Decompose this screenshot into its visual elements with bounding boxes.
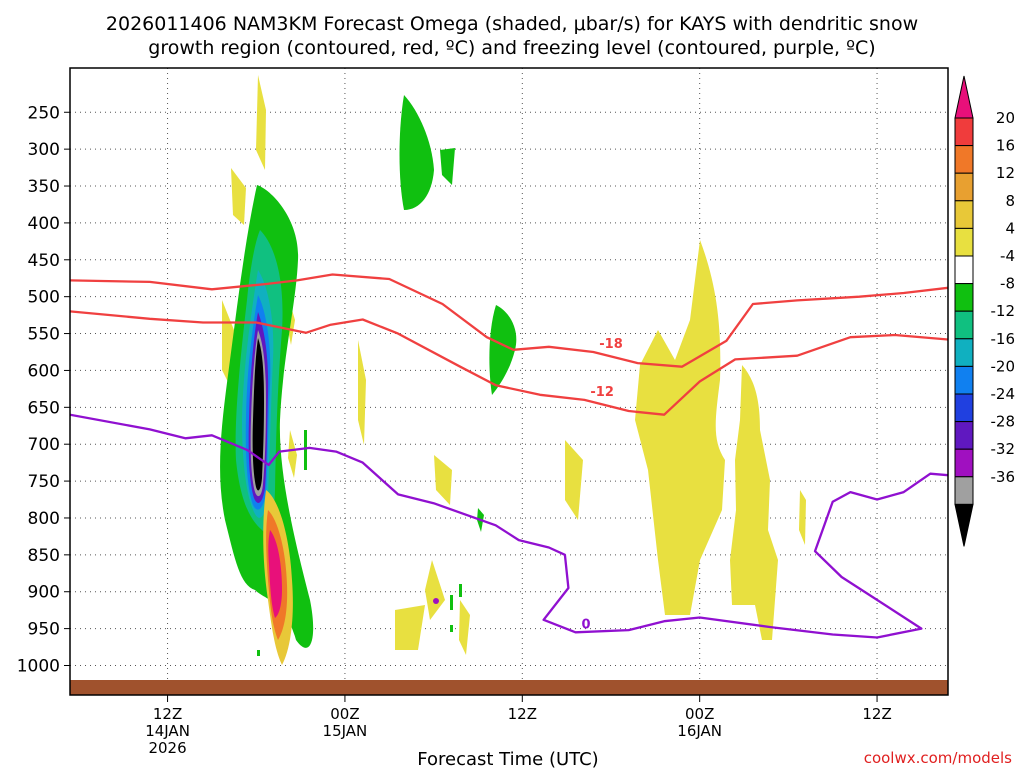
colorbar-label: -4 [1000,247,1015,265]
colorbar-swatch [954,476,974,505]
y-tick-label: 800 [28,509,60,529]
colorbar-swatch [954,145,974,174]
omega-blob [395,605,425,650]
colorbar-swatch [954,117,974,147]
colorbar-swatch [954,255,974,285]
colorbar-swatch [954,227,974,257]
y-tick-label: 600 [28,361,60,381]
colorbar-label: -36 [991,468,1016,486]
omega-dot [257,650,260,656]
y-tick-label: 650 [28,398,60,418]
watermark: coolwx.com/models [864,749,1012,767]
omega-blob [425,560,445,620]
chart-title-line2: growth region (contoured, red, ºC) and f… [148,37,875,59]
y-tick-label: 400 [28,214,60,234]
omega-blob [730,365,778,640]
colorbar-swatch [954,448,974,478]
y-tick-label: 300 [28,140,60,160]
y-tick-label: 900 [28,583,60,603]
omega-blob [459,600,470,655]
omega-dot [433,598,439,604]
contour-1 [70,273,948,368]
x-tick-label: 14JAN [145,722,190,740]
omega-blob [358,340,366,445]
colorbar-label: -32 [991,440,1016,458]
contour-label: 0 [582,617,591,632]
x-tick-label: 00Z [685,705,714,723]
omega-blob [256,75,266,170]
y-tick-label: 850 [28,546,60,566]
y-tick-label: 1000 [17,656,60,676]
colorbar-swatch [954,393,974,423]
omega-blob-green [399,95,434,210]
colorbar-label: 12 [996,164,1015,182]
y-tick-label: 700 [28,435,60,455]
colorbar-label: -28 [991,413,1016,431]
colorbar-label: -20 [991,357,1016,375]
colorbar-label: 8 [1005,192,1015,210]
colorbar-label: 20 [996,109,1015,127]
colorbar-bottom-arrow [954,503,974,547]
x-tick-label: 2026 [148,739,186,757]
omega-blob-magenta [268,530,282,618]
omega-blob [799,490,806,545]
colorbar-swatch [954,310,974,340]
contours: -18 -12 0 [70,273,948,639]
x-tick-label: 12Z [862,705,891,723]
x-tick-label: 16JAN [677,722,722,740]
colorbar-label: 16 [996,137,1015,155]
chart-title-line1: 2026011406 NAM3KM Forecast Omega (shaded… [106,13,918,35]
x-tick-label: 12Z [508,705,537,723]
x-tick-label: 12Z [153,705,182,723]
colorbar-swatch [954,421,974,450]
omega-blob [635,240,725,615]
colorbar-label: -12 [991,302,1016,320]
colorbar: 20 16 12 8 4 -4 -8 -12 -16 -20 -24 -28 -32 -36 [954,75,1016,547]
colorbar-label: -8 [1000,275,1015,293]
omega-dot [459,584,462,597]
omega-blob [565,440,583,520]
colorbar-top-arrow [954,75,974,119]
omega-blob [288,430,297,478]
x-tick-label: 00Z [330,705,359,723]
omega-blob-green [440,148,455,185]
omega-dot [450,625,453,632]
contour-3 [70,413,948,639]
colorbar-label: -16 [991,330,1016,348]
y-tick-label: 550 [28,325,60,345]
colorbar-label: -24 [991,385,1016,403]
omega-blob-green [489,305,517,395]
colorbar-swatch [954,365,974,395]
colorbar-swatch [954,172,974,202]
x-tick-label: 15JAN [323,722,368,740]
x-axis-label: Forecast Time (UTC) [417,749,598,768]
omega-blob-black [252,338,264,491]
omega-shading [70,75,948,695]
y-tick-label: 950 [28,620,60,640]
plot-frame [69,67,949,696]
y-tick-label: 750 [28,472,60,492]
y-axis: 250 300 350 400 450 500 550 600 650 700 750 800 850 9… [17,103,70,676]
colorbar-label: 4 [1005,219,1015,237]
plot-area [70,68,948,695]
omega-dot [450,595,453,610]
contour-label: -18 [599,337,623,352]
omega-blob [434,455,452,505]
contour-label: -12 [590,385,614,400]
omega-blob [231,168,246,225]
colorbar-swatch [954,338,974,367]
contour-2 [70,310,948,416]
colorbar-swatch [954,283,974,312]
terrain [70,680,948,695]
y-tick-label: 350 [28,177,60,197]
y-tick-label: 450 [28,251,60,271]
y-tick-label: 500 [28,288,60,308]
omega-dot [304,430,307,470]
y-tick-label: 250 [28,103,60,123]
colorbar-swatch [954,200,974,229]
